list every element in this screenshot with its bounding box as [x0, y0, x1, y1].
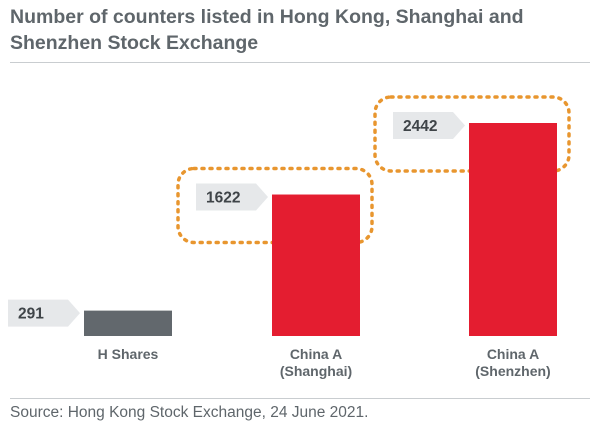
category-label-1-1: (Shanghai) — [280, 363, 352, 379]
value-label-2: 2442 — [403, 118, 437, 135]
value-label-1: 1622 — [206, 190, 240, 207]
category-label-0-0: H Shares — [98, 346, 159, 362]
value-tag-1 — [196, 183, 268, 211]
category-label-2-1: (Shenzhen) — [475, 363, 550, 379]
category-label-2-0: China A — [487, 346, 539, 362]
chart-title: Number of counters listed in Hong Kong, … — [10, 6, 524, 54]
title-divider — [10, 62, 590, 63]
source-note: Source: Hong Kong Stock Exchange, 24 Jun… — [10, 404, 369, 421]
value-tag-2 — [393, 112, 465, 139]
bar-2 — [469, 123, 557, 336]
value-tag-0 — [8, 299, 80, 327]
bar-1 — [272, 194, 360, 336]
footer-divider — [10, 398, 590, 399]
value-label-0: 291 — [18, 306, 44, 323]
bar-0 — [84, 310, 172, 336]
category-label-1-0: China A — [290, 346, 342, 362]
